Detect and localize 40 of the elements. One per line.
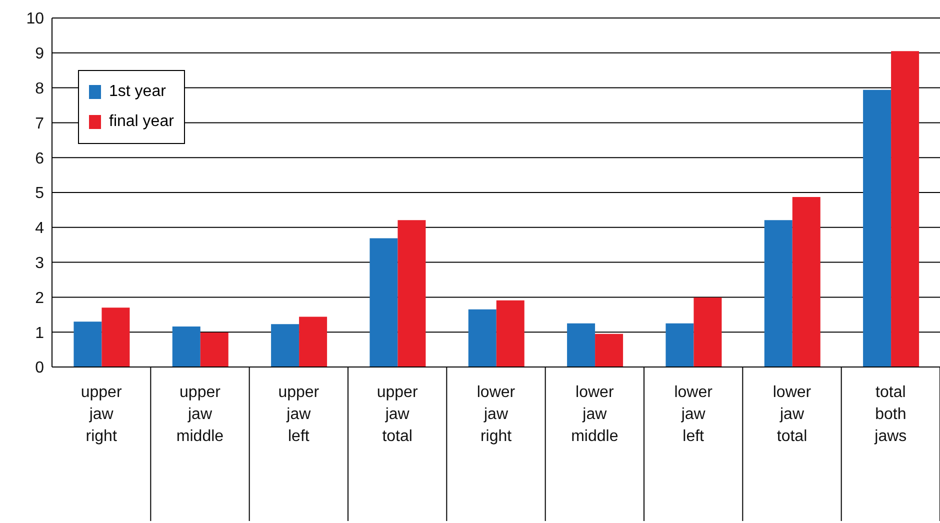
bar — [299, 316, 328, 367]
bar — [271, 324, 300, 367]
y-tick-label: 8 — [35, 80, 44, 98]
bar — [102, 308, 130, 367]
bar — [567, 323, 596, 367]
y-tick-label: 4 — [35, 220, 44, 238]
x-tick-label: upper jaw middle — [176, 384, 224, 445]
x-tick-label: upper jaw left — [278, 384, 320, 445]
bar — [764, 220, 792, 367]
bar — [694, 298, 722, 367]
x-tick-label: lower jaw total — [772, 384, 812, 445]
bar — [468, 309, 496, 367]
bar — [863, 90, 892, 367]
y-tick-label: 3 — [35, 254, 44, 272]
legend-label: 1st year — [109, 83, 166, 101]
y-tick-label: 7 — [35, 115, 44, 132]
y-tick-label: 10 — [26, 10, 44, 28]
x-tick-label: total both jaws — [874, 384, 907, 445]
x-tick-label: lower jaw right — [476, 384, 516, 445]
y-tick-label: 0 — [35, 360, 44, 377]
legend-label: final year — [109, 113, 174, 131]
y-tick-label: 6 — [35, 150, 44, 168]
y-tick-label: 1 — [35, 324, 44, 342]
bar — [496, 300, 524, 367]
x-tick-label: lower jaw middle — [571, 384, 618, 445]
bar — [792, 197, 820, 367]
bar — [398, 220, 426, 367]
bar — [200, 332, 228, 367]
bar — [74, 322, 102, 367]
bar — [370, 238, 398, 367]
bar — [891, 51, 920, 367]
x-tick-label: upper jaw right — [80, 384, 122, 445]
x-tick-label: upper jaw total — [376, 384, 418, 445]
bar — [666, 323, 694, 367]
x-tick-label: lower jaw left — [674, 384, 714, 445]
bar — [172, 326, 200, 367]
y-tick-label: 5 — [35, 185, 44, 202]
y-tick-label: 2 — [35, 290, 44, 307]
bar — [595, 334, 624, 367]
y-tick-label: 9 — [35, 46, 44, 63]
